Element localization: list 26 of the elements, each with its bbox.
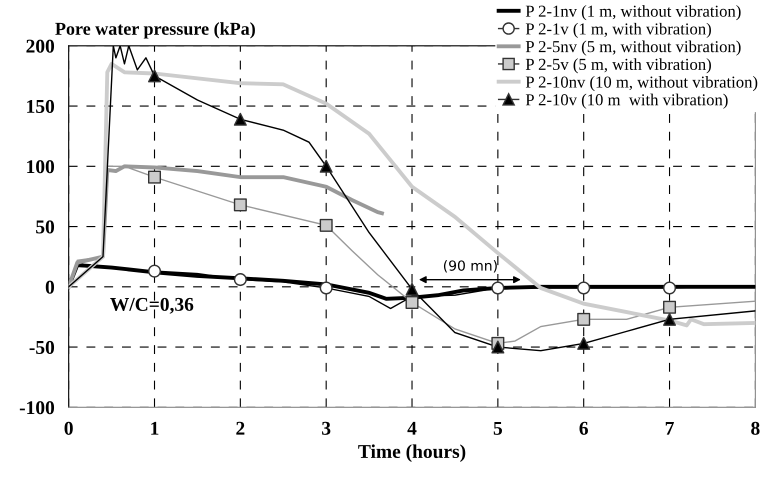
- x-tick-label: 7: [666, 422, 674, 435]
- y-axis-title: Pore water pressure (kPa): [55, 22, 255, 39]
- x-tick-label: 6: [580, 422, 588, 435]
- x-axis-title: Time (hours): [358, 444, 466, 462]
- y-tick-label: -100: [20, 401, 54, 414]
- legend-label: P 2-10nv (10 m, without vibration): [526, 76, 758, 92]
- x-tick-label: 5: [494, 422, 502, 435]
- legend-label: P 2-10v (10 m with vibration): [526, 94, 728, 109]
- x-tick-label: 3: [322, 422, 330, 435]
- y-tick-label: -50: [30, 340, 54, 354]
- y-tick-label: 0: [46, 280, 54, 294]
- annotation: (90 mn): [444, 260, 497, 272]
- legend-label: P 2-5v (5 m, with vibration): [526, 58, 711, 74]
- legend-label: P 2-1v (1 m, with vibration): [526, 22, 711, 38]
- x-tick-label: 0: [64, 422, 73, 435]
- x-tick-label: 8: [751, 422, 760, 435]
- x-tick-label: 2: [236, 422, 244, 435]
- y-tick-label: 50: [36, 220, 54, 234]
- y-tick-label: 200: [26, 40, 54, 53]
- legend-label: P 2-1nv (1 m, without vibration): [526, 5, 741, 20]
- legend-label: P 2-5nv (5 m, without vibration): [526, 40, 741, 56]
- x-tick-label: 4: [407, 422, 417, 435]
- annotation: W/C=0,36: [110, 298, 194, 314]
- y-tick-label: 100: [27, 160, 54, 174]
- y-tick-label: 150: [27, 100, 54, 113]
- x-tick-label: 1: [151, 422, 158, 435]
